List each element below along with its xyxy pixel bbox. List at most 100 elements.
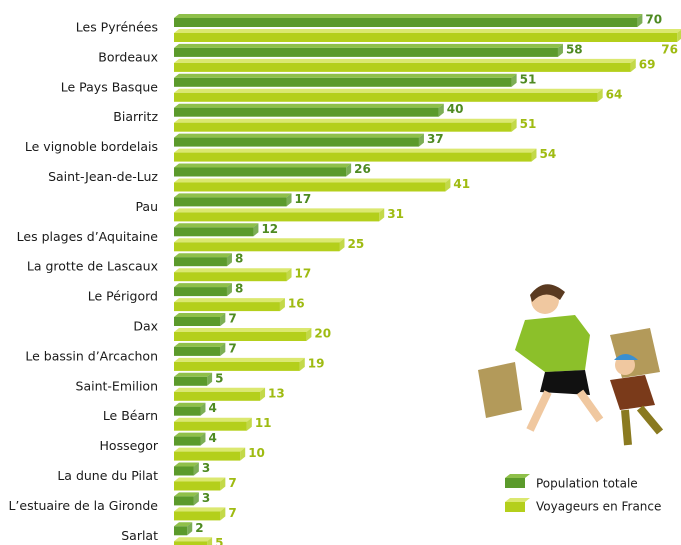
bar	[174, 107, 439, 117]
bar-top	[174, 537, 213, 542]
bar-top	[174, 268, 292, 273]
bar-top	[174, 43, 563, 48]
bar-top	[174, 372, 213, 377]
bar	[174, 182, 446, 192]
bar-side	[597, 88, 603, 102]
value-label: 25	[348, 237, 365, 251]
bar-top	[174, 103, 444, 108]
bar-side	[240, 447, 246, 461]
bar	[174, 317, 221, 326]
value-label: 3	[202, 461, 210, 475]
bar-top	[174, 223, 259, 228]
bar-top	[174, 387, 266, 392]
bar	[174, 152, 532, 162]
value-label: 40	[447, 102, 464, 116]
bar-side	[677, 29, 681, 42]
bar-side	[511, 118, 517, 132]
bar-side	[438, 103, 444, 117]
bar-top	[174, 492, 199, 497]
bar	[174, 526, 188, 536]
category-label: Saint-Emilion	[76, 378, 158, 393]
bar-side	[339, 238, 345, 252]
bar	[174, 272, 287, 282]
category-label: Le Pays Basque	[61, 79, 159, 94]
category-label: Les plages d’Aquitaine	[17, 229, 159, 244]
bar-side	[418, 133, 424, 147]
bar-side	[193, 492, 199, 506]
bar-side	[200, 402, 206, 416]
category-label: Sarlat	[121, 528, 158, 543]
bar-side	[246, 417, 252, 431]
category-label: Le Béarn	[103, 408, 158, 423]
bar	[174, 47, 558, 57]
bar	[174, 77, 512, 87]
bar-top	[174, 447, 246, 452]
value-label: 37	[427, 132, 444, 146]
bar-top	[174, 432, 206, 437]
bar-side	[187, 522, 193, 536]
bar-side	[220, 313, 226, 326]
bar-side	[220, 507, 226, 521]
value-label: 5	[215, 536, 223, 545]
value-label: 7	[228, 312, 236, 326]
bar-side	[445, 178, 451, 192]
category-label: Le vignoble bordelais	[25, 139, 158, 154]
category-label: Biarritz	[113, 109, 158, 124]
bar-top	[174, 477, 226, 482]
bar-side	[637, 14, 643, 27]
bar-top	[174, 462, 199, 467]
category-label: Le bassin d’Arcachon	[25, 348, 158, 363]
legend-label: Voyageurs en France	[536, 500, 661, 514]
bar	[174, 376, 208, 386]
legend-swatch-top	[505, 474, 530, 478]
bar-side	[511, 73, 517, 87]
bar-top	[174, 313, 226, 317]
bar-side	[286, 193, 292, 207]
bar-side	[207, 537, 213, 545]
bar	[174, 346, 221, 356]
bar-top	[174, 148, 537, 153]
bar-top	[174, 118, 517, 123]
bar	[174, 92, 598, 102]
bar	[174, 62, 631, 72]
value-label: 51	[520, 72, 537, 86]
value-label: 51	[520, 117, 537, 131]
bar	[174, 122, 512, 132]
value-label: 2	[195, 521, 203, 535]
bar	[174, 496, 194, 506]
bar-side	[193, 462, 199, 476]
bar-top	[174, 402, 206, 407]
category-label: Hossegor	[100, 438, 159, 453]
value-label: 69	[639, 57, 656, 71]
value-label: 26	[354, 162, 371, 176]
bar	[174, 421, 247, 431]
value-label: 64	[606, 87, 623, 101]
bar-top	[174, 342, 226, 347]
bar-side	[557, 43, 563, 57]
bar-top	[174, 417, 252, 422]
category-label: Le Périgord	[88, 289, 158, 304]
value-label: 11	[255, 416, 272, 430]
bar	[174, 436, 201, 446]
bar-side	[226, 283, 232, 297]
legend-swatch	[505, 502, 525, 512]
bar-top	[174, 208, 385, 213]
bar	[174, 481, 221, 491]
value-label: 76	[661, 43, 678, 57]
bar	[174, 287, 227, 297]
bar	[174, 18, 638, 27]
value-label: 20	[314, 327, 331, 341]
category-label: Les Pyrénées	[76, 20, 158, 35]
bar	[174, 227, 254, 237]
bar-top	[174, 298, 285, 303]
value-label: 7	[228, 476, 236, 490]
value-label: 31	[387, 207, 404, 221]
bar-top	[174, 88, 603, 93]
illustration	[478, 284, 664, 446]
legend-swatch	[505, 478, 525, 488]
bar-side	[379, 208, 385, 222]
category-label: Saint-Jean-de-Luz	[48, 169, 158, 184]
category-label: La dune du Pilat	[57, 468, 158, 483]
category-label: Bordeaux	[98, 49, 158, 64]
value-label: 19	[308, 356, 325, 370]
